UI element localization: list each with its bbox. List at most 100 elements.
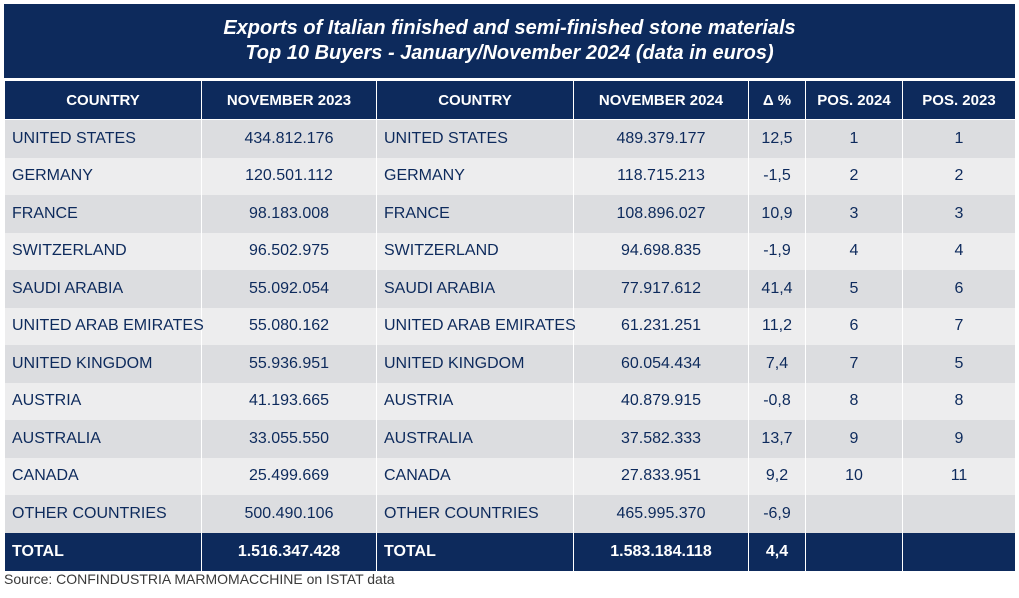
total-cell: 4,4: [748, 532, 806, 571]
table-cell: SAUDI ARABIA: [4, 270, 202, 308]
table-cell: 41.193.665: [201, 382, 377, 420]
table-cell: 434.812.176: [201, 119, 377, 158]
total-cell: [805, 532, 903, 571]
table-cell: UNITED ARAB EMIRATES: [4, 307, 204, 345]
table-cell: AUSTRIA: [376, 382, 574, 420]
table-cell: 11: [902, 457, 1016, 495]
export-table-panel: Exports of Italian finished and semi-fin…: [4, 4, 1016, 571]
header-row: COUNTRY NOVEMBER 2023 COUNTRY NOVEMBER 2024…: [4, 80, 1016, 120]
table-row: CANADA 25.499.669 CANADA 27.833.951 9,2 10 11: [4, 457, 1016, 495]
table-title-bar: Exports of Italian finished and semi-fin…: [4, 4, 1015, 80]
table-cell: 465.995.370: [573, 495, 749, 533]
total-cell: 1.583.184.118: [573, 532, 749, 571]
table-row: GERMANY 120.501.112 GERMANY 118.715.213 -1,5…: [4, 157, 1016, 195]
source-note: Source: CONFINDUSTRIA MARMOMACCHINE on I…: [4, 571, 395, 587]
table-cell: 4: [902, 232, 1016, 270]
table-cell: 55.936.951: [201, 345, 377, 383]
table-cell: GERMANY: [376, 157, 574, 195]
table-row: OTHER COUNTRIES 500.490.106 OTHER COUNTRIE…: [4, 495, 1016, 533]
table-cell: 61.231.251: [573, 307, 749, 345]
table-cell: 33.055.550: [201, 420, 377, 458]
table-cell: 1: [902, 119, 1016, 158]
table-cell: UNITED KINGDOM: [4, 345, 202, 383]
table-cell: 5: [902, 345, 1016, 383]
table-cell: 1: [805, 119, 903, 158]
table-cell: 77.917.612: [573, 270, 749, 308]
table-cell: 13,7: [748, 420, 806, 458]
table-cell: 6: [805, 307, 903, 345]
table-row: UNITED ARAB EMIRATES 55.080.162 UNITED ARA…: [4, 307, 1016, 345]
table-cell: [805, 495, 903, 533]
table-cell: -1,9: [748, 232, 806, 270]
table-cell: 98.183.008: [201, 195, 377, 233]
table-cell: 5: [805, 270, 903, 308]
table-cell: 8: [902, 382, 1016, 420]
column-header: COUNTRY: [4, 80, 202, 120]
table-cell: 96.502.975: [201, 232, 377, 270]
total-cell: TOTAL: [376, 532, 574, 571]
table-cell: 3: [805, 195, 903, 233]
table-cell: 7,4: [748, 345, 806, 383]
table-cell: AUSTRALIA: [376, 420, 574, 458]
column-header: NOVEMBER 2024: [573, 80, 749, 120]
table-cell: 489.379.177: [573, 119, 749, 158]
table-cell: CANADA: [4, 457, 202, 495]
table-cell: 37.582.333: [573, 420, 749, 458]
column-header: POS. 2024: [805, 80, 903, 120]
table-row: AUSTRIA 41.193.665 AUSTRIA 40.879.915 -0,8 8 8: [4, 382, 1016, 420]
table-cell: 2: [805, 157, 903, 195]
table-cell: 25.499.669: [201, 457, 377, 495]
table-cell: 4: [805, 232, 903, 270]
table-cell: 3: [902, 195, 1016, 233]
table-cell: 9: [805, 420, 903, 458]
table-cell: OTHER COUNTRIES: [4, 495, 202, 533]
table-cell: FRANCE: [376, 195, 574, 233]
table-cell: 10,9: [748, 195, 806, 233]
table-row: SAUDI ARABIA 55.092.054 SAUDI ARABIA 77.917…: [4, 270, 1016, 308]
table-cell: 55.092.054: [201, 270, 377, 308]
table-cell: 10: [805, 457, 903, 495]
column-header: POS. 2023: [902, 80, 1016, 120]
table-cell: -6,9: [748, 495, 806, 533]
table-cell: 55.080.162: [201, 307, 377, 345]
table-cell: 40.879.915: [573, 382, 749, 420]
table-row: AUSTRALIA 33.055.550 AUSTRALIA 37.582.333 13…: [4, 420, 1016, 458]
table-cell: 11,2: [748, 307, 806, 345]
column-header: COUNTRY: [376, 80, 574, 120]
table-cell: 2: [902, 157, 1016, 195]
table-cell: FRANCE: [4, 195, 202, 233]
table-cell: 9: [902, 420, 1016, 458]
table-title: Exports of Italian finished and semi-fin…: [223, 17, 796, 39]
total-cell: TOTAL: [4, 532, 202, 571]
table-row: UNITED KINGDOM 55.936.951 UNITED KINGDOM 60…: [4, 345, 1016, 383]
table-cell: 41,4: [748, 270, 806, 308]
table-cell: 12,5: [748, 119, 806, 158]
table-row: UNITED STATES 434.812.176 UNITED STATES 489…: [4, 119, 1016, 158]
table-cell: 27.833.951: [573, 457, 749, 495]
table-cell: 9,2: [748, 457, 806, 495]
export-table: COUNTRY NOVEMBER 2023 COUNTRY NOVEMBER 2024…: [4, 80, 1016, 571]
column-header: NOVEMBER 2023: [201, 80, 377, 120]
table-cell: SWITZERLAND: [376, 232, 574, 270]
table-cell: SAUDI ARABIA: [376, 270, 574, 308]
table-cell: 60.054.434: [573, 345, 749, 383]
total-cell: 1.516.347.428: [201, 532, 377, 571]
table-row: SWITZERLAND 96.502.975 SWITZERLAND 94.698.8…: [4, 232, 1016, 270]
table-cell: UNITED ARAB EMIRATES: [376, 307, 576, 345]
table-cell: UNITED STATES: [376, 119, 574, 158]
table-cell: 7: [805, 345, 903, 383]
table-cell: 7: [902, 307, 1016, 345]
table-cell: [902, 495, 1016, 533]
table-cell: UNITED KINGDOM: [376, 345, 574, 383]
table-cell: UNITED STATES: [4, 119, 202, 158]
table-cell: AUSTRIA: [4, 382, 202, 420]
column-header: Δ %: [748, 80, 806, 120]
table-subtitle: Top 10 Buyers - January/November 2024 (d…: [245, 42, 774, 64]
table-cell: -1,5: [748, 157, 806, 195]
table-cell: SWITZERLAND: [4, 232, 202, 270]
total-cell: [902, 532, 1016, 571]
table-row: FRANCE 98.183.008 FRANCE 108.896.027 10,9 3 3: [4, 195, 1016, 233]
table-cell: 500.490.106: [201, 495, 377, 533]
table-cell: 108.896.027: [573, 195, 749, 233]
table-cell: CANADA: [376, 457, 574, 495]
